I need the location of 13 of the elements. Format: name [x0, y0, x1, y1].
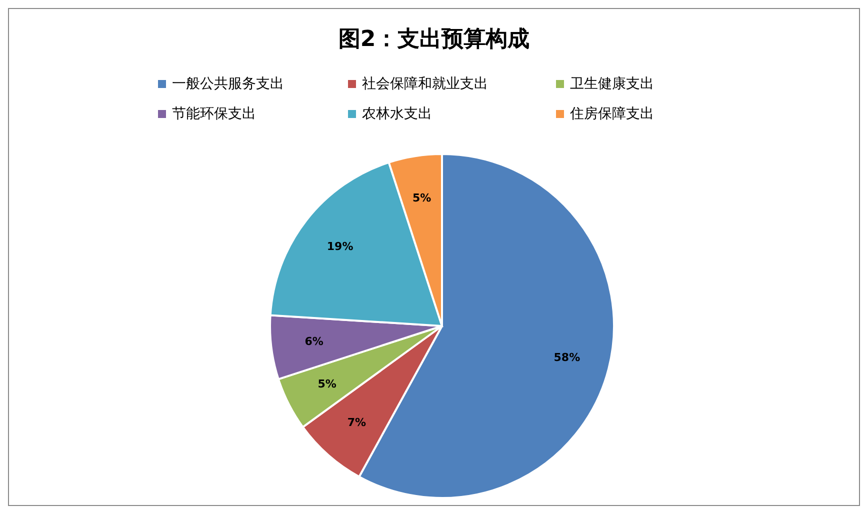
legend-label: 卫生健康支出: [570, 76, 654, 92]
data-label: 5%: [412, 192, 432, 205]
legend-label: 一般公共服务支出: [172, 76, 284, 92]
data-label: 58%: [554, 351, 580, 364]
legend-label: 农林水支出: [362, 106, 432, 122]
legend-label: 节能环保支出: [172, 106, 256, 122]
legend-label: 社会保障和就业支出: [362, 76, 488, 92]
legend-label: 住房保障支出: [569, 106, 654, 122]
data-label: 19%: [326, 240, 354, 253]
chart-title: 图2：支出预算构成: [338, 27, 530, 52]
data-label: 5%: [318, 378, 336, 391]
data-label: 7%: [347, 416, 366, 429]
data-label: 6%: [304, 335, 324, 348]
